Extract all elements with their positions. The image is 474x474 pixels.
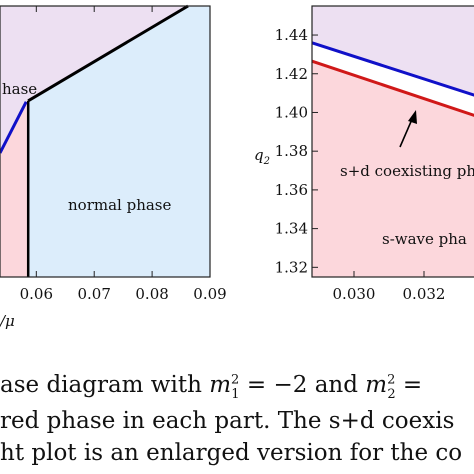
right-y-axis-label: q2 [254,146,270,167]
right-y-tick-label-5: 1.42 [275,65,308,83]
left-x-tick-label-2: 0.08 [135,285,168,303]
right-x-tick-label-1: 0.032 [403,285,446,303]
left-red-region [0,100,29,277]
caption-line-2: red phase in each part. The s+d coexis [0,408,455,434]
right-y-tick-label-3: 1.38 [275,142,308,160]
left-x-label-fragment: /μ [0,312,15,330]
right-phase-diagram: 1.321.341.361.381.401.421.44 0.0300.0320… [254,5,474,303]
left-x-tick-label-1: 0.07 [78,285,111,303]
right-y-tick-label-6: 1.44 [275,26,308,44]
right-y-tick-label-4: 1.40 [275,103,308,121]
caption-m1-sup: 2 [231,372,240,388]
caption-text-1c: = [395,372,423,398]
right-red-boundary [311,59,474,117]
right-red-region [312,61,474,277]
left-x-ticks: 0.06 0.07 0.08 0.09 [20,6,227,303]
left-x-tick-label-0: 0.06 [20,285,53,303]
caption-text-1b: = −2 and [239,372,366,398]
right-purple-region [312,6,474,96]
right-y-tick-label-2: 1.36 [275,181,308,199]
caption-m2-sup: 2 [387,372,396,388]
left-x-tick-label-3: 0.09 [193,285,226,303]
right-region-label-swave: s-wave pha [382,230,467,248]
left-upper-boundary [27,4,189,103]
right-y-ticks: 1.32 1.34 1.36 1.38 1.40 1.42 1.44 [275,26,318,276]
caption-line-3: ht plot is an enlarged version for the c… [0,440,463,466]
left-blue-boundary [0,101,28,154]
right-plot-frame [311,5,474,278]
left-plot-frame [0,5,211,278]
coexisting-arrow [399,110,417,148]
left-region-label-phase: hase [2,80,37,98]
left-region-label-normal: normal phase [68,196,171,214]
right-region-label-coexisting: s+d coexisting ph [340,162,474,180]
left-phase-diagram: 0.06 0.07 0.08 0.09 hase normal phase /μ [0,4,227,330]
caption-m2-sub: 2 [387,386,396,402]
caption-text-1a: ase diagram with [0,372,210,398]
right-x-tick-label-0: 0.030 [333,285,376,303]
left-blue-region [28,6,211,277]
caption-m1: m [209,372,232,398]
caption-m2: m [365,372,388,398]
right-y-tick-label-0: 1.32 [275,258,308,276]
right-y-tick-label-1: 1.34 [275,220,308,238]
right-blue-boundary [311,41,474,97]
caption-m1-sub: 1 [231,386,240,402]
left-purple-region [0,6,188,150]
right-coexisting-band [312,42,474,116]
caption-line-1: ase diagram with m21 = −2 and m22 = [0,372,474,402]
